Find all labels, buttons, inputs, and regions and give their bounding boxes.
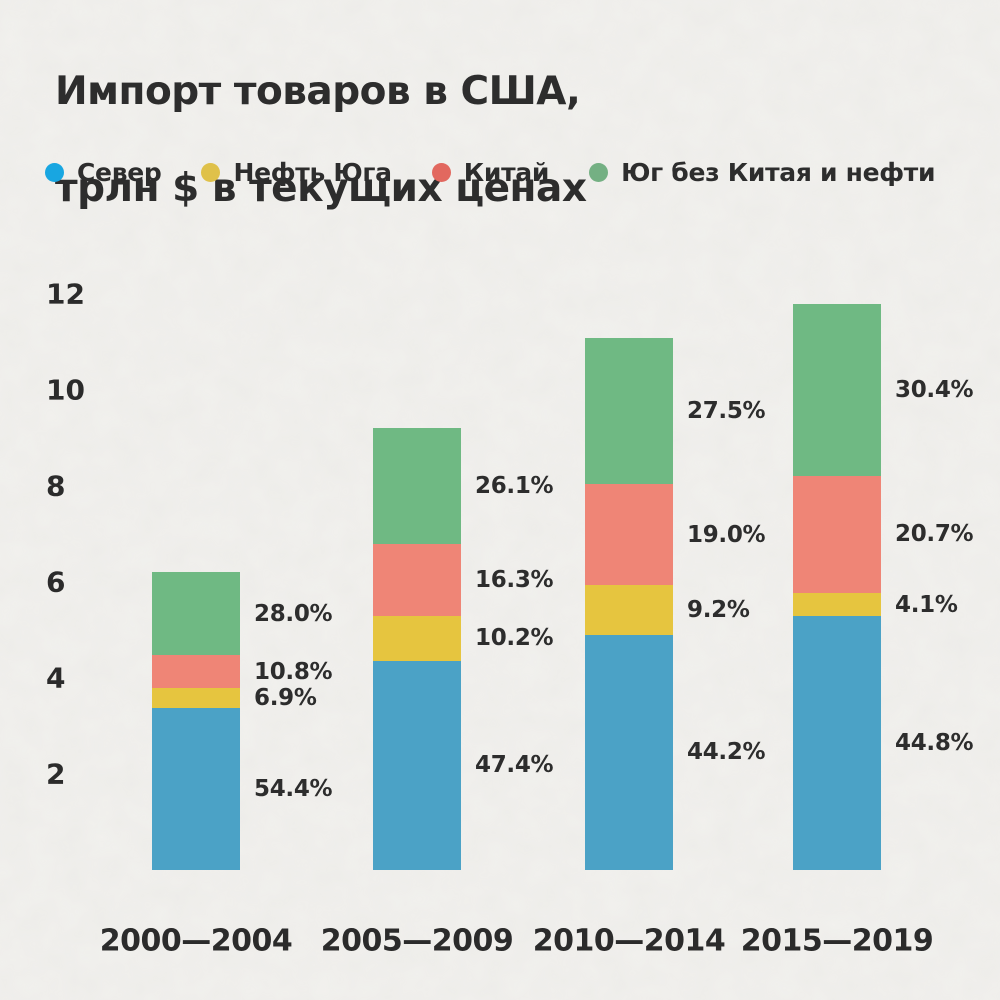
bar-segment <box>373 428 461 544</box>
x-axis-label: 2005—2009 <box>320 923 514 959</box>
bar-segment <box>793 616 881 870</box>
bar-segment <box>585 634 673 870</box>
segment-percent-label: 16.3% <box>475 566 554 593</box>
bar-segment <box>373 615 461 661</box>
segment-percent-label: 28.0% <box>254 600 333 627</box>
legend: Север Нефть Юга Китай Юг без Китая и нефти <box>45 158 935 187</box>
bar-segment <box>152 655 240 688</box>
segment-percent-label: 10.2% <box>475 625 554 652</box>
y-axis-tick: 4 <box>46 661 66 695</box>
segment-percent-label: 20.7% <box>895 521 974 548</box>
chart-title-line1: Импорт товаров в США, <box>55 69 581 115</box>
legend-item: Юг без Китая и нефти <box>589 158 935 187</box>
legend-item-label: Китай <box>463 158 550 187</box>
bar-segment <box>373 543 461 616</box>
y-axis-tick: 2 <box>46 757 66 791</box>
segment-percent-label: 26.1% <box>475 473 554 500</box>
bar-segment <box>373 660 461 870</box>
segment-percent-label: 19.0% <box>687 521 766 548</box>
segment-percent-label: 9.2% <box>687 596 750 623</box>
legend-item: Север <box>45 158 162 187</box>
legend-dot-icon <box>589 163 609 182</box>
bar-segment <box>152 687 240 709</box>
y-axis-tick: 10 <box>46 373 85 407</box>
x-axis-label: 2015—2019 <box>740 923 934 959</box>
y-axis-tick: 6 <box>46 565 66 599</box>
bar-segment <box>585 585 673 635</box>
bar-segment <box>585 484 673 586</box>
legend-item-label: Север <box>77 158 162 187</box>
segment-percent-label: 6.9% <box>254 684 317 711</box>
y-axis-tick: 12 <box>46 277 85 311</box>
segment-percent-label: 44.2% <box>687 739 766 766</box>
legend-dot-icon <box>431 163 451 182</box>
y-axis-tick: 8 <box>46 469 66 503</box>
bar-segment <box>793 475 881 594</box>
legend-dot-icon <box>201 163 221 182</box>
legend-item: Китай <box>431 158 550 187</box>
chart-title-line2: трлн $ в текущих ценах <box>55 165 587 211</box>
bar-segment <box>152 572 240 656</box>
legend-item-label: Юг без Китая и нефти <box>621 158 936 187</box>
x-axis-label: 2000—2004 <box>99 923 293 959</box>
bar-segment <box>152 708 240 870</box>
segment-percent-label: 10.8% <box>254 658 333 685</box>
segment-percent-label: 44.8% <box>895 730 974 757</box>
chart-title: Импорт товаров в США, трлн $ в текущих ц… <box>55 68 587 213</box>
x-axis-label: 2010—2014 <box>532 923 726 959</box>
segment-percent-label: 27.5% <box>687 397 766 424</box>
segment-percent-label: 30.4% <box>895 376 974 403</box>
bar-segment <box>793 303 881 476</box>
segment-percent-label: 54.4% <box>254 776 333 803</box>
bar-segment <box>793 593 881 617</box>
bar-segment <box>585 337 673 485</box>
legend-dot-icon <box>45 163 64 182</box>
legend-item-label: Нефть Юга <box>233 158 392 187</box>
segment-percent-label: 4.1% <box>895 591 958 618</box>
legend-item: Нефть Юга <box>201 158 392 187</box>
segment-percent-label: 47.4% <box>475 752 554 779</box>
